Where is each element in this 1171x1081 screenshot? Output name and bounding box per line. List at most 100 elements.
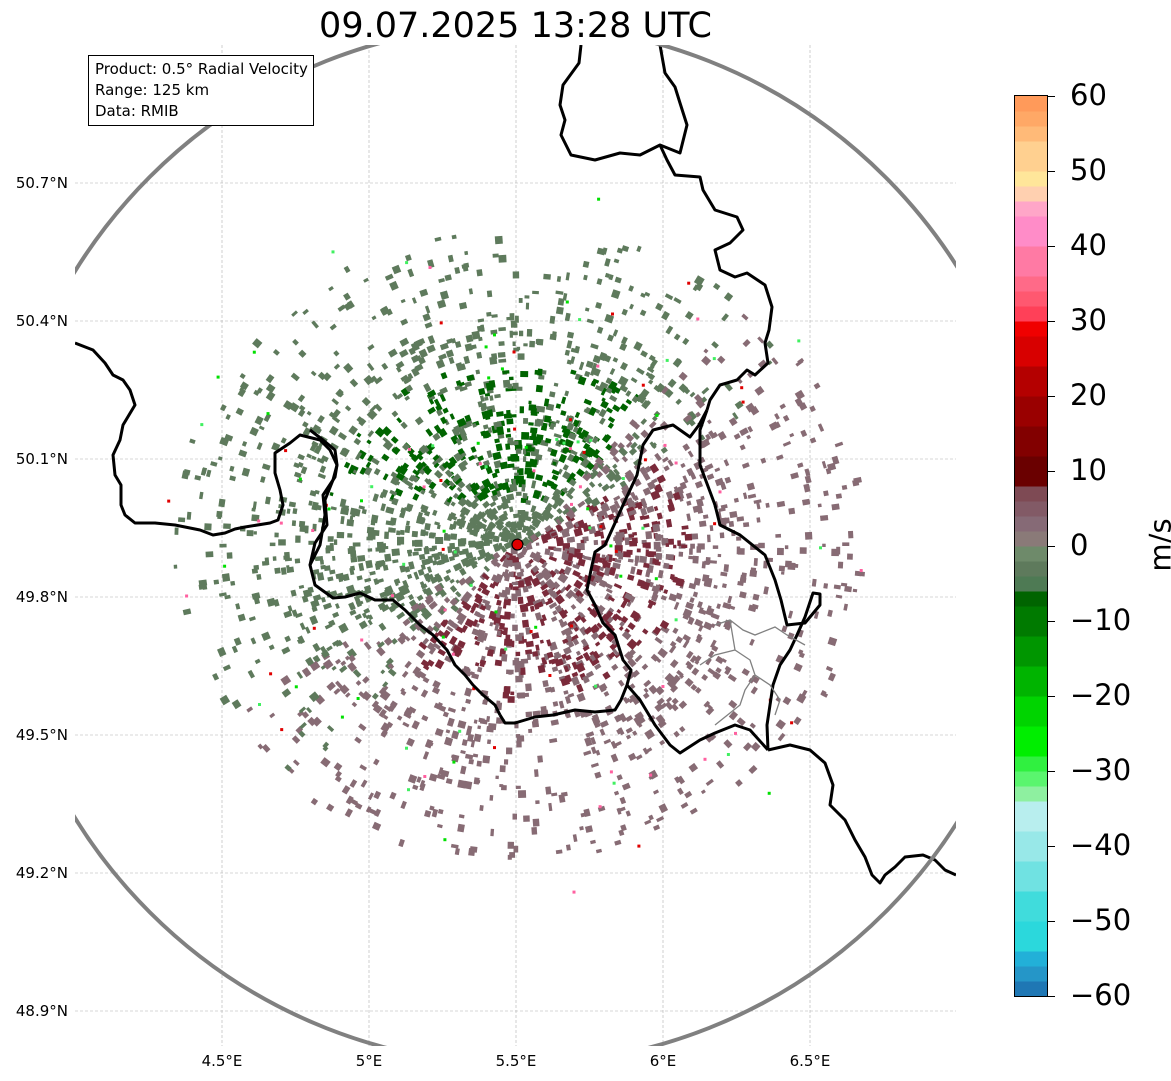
colorbar-band — [1015, 666, 1047, 697]
colorbar-tick-label: 20 — [1070, 378, 1107, 412]
colorbar-band — [1015, 951, 1047, 967]
colorbar-band — [1015, 186, 1047, 202]
x-tick-label: 6°E — [649, 1052, 677, 1070]
colorbar-band — [1015, 276, 1047, 292]
colorbar-band — [1015, 486, 1047, 502]
colorbar-tick-label: −40 — [1070, 828, 1132, 862]
colorbar-tick-mark — [1048, 246, 1055, 247]
colorbar-band — [1015, 126, 1047, 142]
colorbar-band — [1015, 981, 1047, 996]
colorbar-tick-mark — [1048, 921, 1055, 922]
colorbar-unit-label: m/s — [1143, 518, 1171, 572]
colorbar-tick-label: 40 — [1070, 228, 1107, 262]
colorbar-band — [1015, 336, 1047, 367]
colorbar-band — [1015, 426, 1047, 457]
country-borders — [75, 45, 956, 885]
colorbar-tick-label: 60 — [1070, 78, 1107, 112]
colorbar-band — [1015, 396, 1047, 427]
y-tick-label: 50.7°N — [15, 174, 68, 192]
border-de-be-north — [558, 45, 689, 162]
colorbar-band — [1015, 576, 1047, 592]
colorbar-band — [1015, 756, 1047, 772]
colorbar-tick-label: 50 — [1070, 153, 1107, 187]
y-tick-label: 50.1°N — [15, 450, 68, 468]
colorbar-band — [1015, 501, 1047, 517]
velocity-colorbar — [1014, 95, 1048, 997]
colorbar-tick-label: −10 — [1070, 603, 1132, 637]
colorbar-band — [1015, 201, 1047, 217]
map-title: 09.07.2025 13:28 UTC — [319, 6, 712, 46]
velocity-echoes — [167, 197, 865, 894]
colorbar-tick-mark — [1048, 471, 1055, 472]
y-tick-label: 49.8°N — [15, 588, 68, 606]
radar-site-marker[interactable] — [511, 538, 524, 551]
colorbar-tick-mark — [1048, 321, 1055, 322]
colorbar-band — [1015, 216, 1047, 247]
y-tick-label: 49.5°N — [15, 726, 68, 744]
colorbar-tick-label: −50 — [1070, 903, 1132, 937]
colorbar-band — [1015, 591, 1047, 607]
colorbar-band — [1015, 456, 1047, 487]
y-tick-label: 50.4°N — [15, 312, 68, 330]
colorbar-tick-label: 0 — [1070, 528, 1089, 562]
colorbar-band — [1015, 891, 1047, 922]
x-tick-label: 6.5°E — [789, 1052, 831, 1070]
colorbar-band — [1015, 801, 1047, 832]
colorbar-tick-label: 10 — [1070, 453, 1107, 487]
range-label: Range: 125 km — [95, 81, 210, 99]
radar-map[interactable] — [75, 45, 956, 1046]
x-tick-label: 5°E — [355, 1052, 383, 1070]
colorbar-band — [1015, 561, 1047, 577]
colorbar-tick-mark — [1048, 846, 1055, 847]
border-lu-de — [698, 409, 822, 751]
colorbar-tick-label: −60 — [1070, 978, 1132, 1012]
colorbar-tick-mark — [1048, 696, 1055, 697]
colorbar-band — [1015, 306, 1047, 322]
colorbar-band — [1015, 366, 1047, 397]
colorbar-band — [1015, 546, 1047, 562]
colorbar-band — [1015, 291, 1047, 307]
border-givet — [308, 428, 339, 566]
border-be-lu — [498, 409, 709, 725]
x-tick-label: 5.5°E — [495, 1052, 537, 1070]
y-tick-label: 49.2°N — [15, 864, 68, 882]
product-label: Product: 0.5° Radial Velocity — [95, 60, 308, 78]
colorbar-tick-mark — [1048, 96, 1055, 97]
colorbar-band — [1015, 246, 1047, 277]
colorbar-tick-label: −30 — [1070, 753, 1132, 787]
colorbar-tick-mark — [1048, 621, 1055, 622]
colorbar-band — [1015, 831, 1047, 862]
colorbar-band — [1015, 966, 1047, 982]
colorbar-band — [1015, 531, 1047, 547]
colorbar-tick-mark — [1048, 546, 1055, 547]
colorbar-tick-mark — [1048, 771, 1055, 772]
colorbar-tick-label: −20 — [1070, 678, 1132, 712]
border-be-fr-south — [75, 341, 502, 716]
x-tick-label: 4.5°E — [201, 1052, 243, 1070]
border-de-be-east — [658, 144, 774, 411]
colorbar-band — [1015, 786, 1047, 802]
y-tick-label: 48.9°N — [15, 1002, 68, 1020]
border-lu-fr — [625, 684, 770, 755]
data-source-label: Data: RMIB — [95, 102, 179, 120]
colorbar-band — [1015, 861, 1047, 892]
colorbar-tick-mark — [1048, 171, 1055, 172]
colorbar-band — [1015, 696, 1047, 727]
colorbar-band — [1015, 96, 1047, 112]
colorbar-tick-label: 30 — [1070, 303, 1107, 337]
colorbar-tick-mark — [1048, 396, 1055, 397]
colorbar-band — [1015, 111, 1047, 127]
colorbar-band — [1015, 171, 1047, 187]
colorbar-band — [1015, 726, 1047, 757]
lux-district-borders — [699, 619, 806, 726]
colorbar-tick-mark — [1048, 996, 1055, 997]
colorbar-band — [1015, 636, 1047, 667]
product-info-box: Product: 0.5° Radial Velocity Range: 125… — [88, 55, 314, 126]
colorbar-band — [1015, 516, 1047, 532]
border-fr-de — [767, 743, 956, 885]
colorbar-band — [1015, 321, 1047, 337]
colorbar-band — [1015, 771, 1047, 787]
colorbar-band — [1015, 921, 1047, 952]
colorbar-band — [1015, 606, 1047, 637]
colorbar-band — [1015, 141, 1047, 172]
